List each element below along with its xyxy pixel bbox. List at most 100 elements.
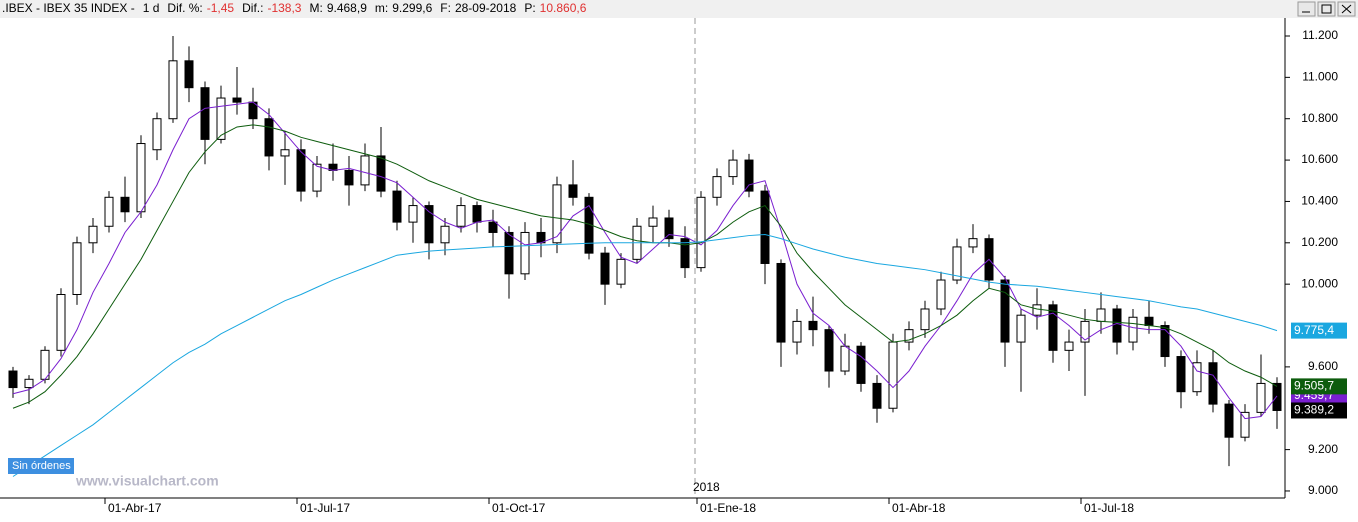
candle-body [1176,356,1186,393]
header-symbol: .IBEX - IBEX 35 INDEX - [2,1,135,15]
candle-body [1128,316,1138,343]
header-item-label: M: [309,1,322,15]
candle-body [408,205,418,223]
minimize-button[interactable] [1297,1,1316,17]
last-value-label: 9.389,2 [1294,403,1334,417]
y-tick-label: 10.200 [1301,235,1338,249]
candle-body [424,205,434,244]
candle-body [136,143,146,213]
x-tick-label: 01-Abr-17 [108,501,162,515]
candle-body [952,246,962,281]
last-value-tag [1291,402,1347,419]
candle-body [776,262,786,343]
last-value-label: 9.775,4 [1294,323,1334,337]
candle-body [808,320,818,331]
candle-body [824,329,834,372]
candle-body [104,196,114,227]
candle-body [184,60,194,89]
candle-body [904,329,914,343]
candle-body [600,252,610,285]
header-item-value: -1,45 [207,1,235,15]
y-tick-label: 10.400 [1301,194,1338,208]
candle-body [1208,362,1218,405]
candle-body [1272,382,1282,411]
header-item-value: 9.468,9 [327,1,367,15]
candle-body [1144,316,1154,327]
candle-body [792,320,802,343]
candle-body [520,231,530,275]
header-item-label: m: [375,1,388,15]
candle-body [280,149,290,157]
header-item-label: F: [440,1,451,15]
x-tick-label: 01-Jul-17 [300,501,350,515]
header-item-value: -138,3 [267,1,301,15]
candle-body [88,225,98,244]
candle-body [840,345,850,372]
candle-body [1048,304,1058,351]
candle-body [200,87,210,140]
header-bar [0,0,1358,18]
candle-body [8,370,18,389]
candle-body [264,118,274,157]
header-item-value: 9.299,6 [392,1,432,15]
candle-body [1080,320,1090,343]
candle-body [168,60,178,120]
candle-body [712,176,722,198]
candle-body [1064,341,1074,351]
last-value-tag [1291,322,1347,339]
plot: 2018 [8,18,1282,498]
candle-body [360,155,370,186]
candle-body [1224,403,1234,438]
candle-body [968,238,978,248]
y-tick-label: 9.200 [1308,442,1338,456]
header-item-label: Dif.: [242,1,263,15]
candle-body [728,159,738,178]
header-text: .IBEX - IBEX 35 INDEX - 1 d Dif. %: -1,45 Di… [2,1,587,15]
year-label: 2018 [693,480,720,494]
candle-body [1032,304,1042,316]
candle-body [72,242,82,296]
x-tick-label: 01-Abr-18 [892,501,946,515]
header-item-label: P: [524,1,535,15]
candle-body [888,341,898,409]
y-tick-label: 10.000 [1301,276,1338,290]
header-item-label: Dif. %: [167,1,202,15]
candle-body [744,159,754,192]
header-period: 1 d [143,1,160,15]
candle-body [120,196,130,213]
candle-body [648,217,658,227]
candle-body [920,308,930,331]
candle-body [216,97,226,140]
candle-body [1112,308,1122,343]
y-tick-label: 10.600 [1301,152,1338,166]
candle-body [696,196,706,269]
candle-body [488,221,498,233]
maximize-button[interactable] [1317,1,1336,17]
orders-badge-text: Sin órdenes [12,460,71,472]
y-tick-label: 9.000 [1308,483,1338,497]
watermark: www.visualchart.com [75,473,219,489]
candle-body [616,258,626,285]
window-buttons [1297,1,1356,17]
candle-body [344,169,354,186]
candle-body [1192,362,1202,393]
candle-body [568,184,578,198]
candle-body [1096,308,1106,322]
candle-body [1240,411,1250,438]
candle-body [504,231,514,275]
candle-body [760,190,770,264]
candle-body [152,118,162,151]
moving-average [12,101,1278,420]
y-tick-label: 11.000 [1302,70,1338,84]
candle-body [24,378,34,389]
y-tick-label: 10.800 [1301,111,1338,125]
x-tick-label: 01-Ene-18 [700,501,756,515]
orders-badge[interactable] [8,458,74,474]
candle-body [312,163,322,192]
header-item-value: 28-09-2018 [455,1,517,15]
last-value-label: 9.505,7 [1294,379,1334,393]
close-icon [1341,4,1352,14]
moving-average [12,234,1278,477]
candle-body [472,205,482,223]
